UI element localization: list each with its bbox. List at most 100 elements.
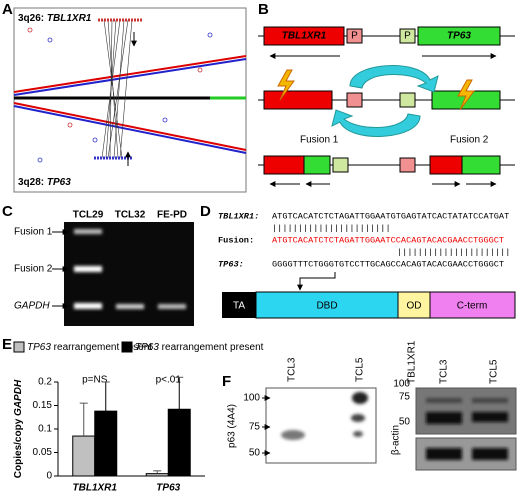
fusion-label: Fusion 1 xyxy=(300,135,339,146)
domain-label: DBD xyxy=(316,301,337,312)
row-label: GAPDH xyxy=(14,301,50,312)
gene-label: TP63 xyxy=(447,31,471,42)
panel-label: A xyxy=(2,1,13,18)
lane-label: TCL3 xyxy=(287,357,298,382)
locus-label: 3q28: TP63 xyxy=(18,177,71,188)
legend-swatch xyxy=(13,341,25,353)
x-tick-label: TP63 xyxy=(156,483,180,494)
seq-name: TP63: xyxy=(218,259,244,269)
y-tick-label: 0.05 xyxy=(33,447,53,458)
lane-label: FE-PD xyxy=(157,210,187,221)
y-tick-label: 0.15 xyxy=(33,400,53,411)
y-tick-label: 0 xyxy=(46,471,52,482)
fusion-label: Fusion 2 xyxy=(450,135,489,146)
sequence: ATGTCACATCTCTAGATTGGAATGTGAGTATCACTATATC… xyxy=(272,211,509,221)
domain xyxy=(255,291,399,319)
row-label: Fusion 2 xyxy=(14,264,53,275)
panel-label: E xyxy=(2,336,12,353)
panel-label: F xyxy=(222,373,231,390)
seq-name: Fusion: xyxy=(218,235,254,245)
gene-box xyxy=(417,26,501,46)
match-bars: |||||||||||||||||||||| xyxy=(397,247,510,257)
y-axis-label: Copies/copy GAPDH xyxy=(13,379,24,478)
antibody-label: p63 (4A4) xyxy=(227,404,238,448)
lane-label: TCL5 xyxy=(355,357,366,382)
dot-plot: 3q26: TBL1XR1 3q28: TP63 xyxy=(13,7,247,193)
bar xyxy=(72,435,96,477)
panel-label: C xyxy=(2,203,13,220)
marker: 50 xyxy=(249,448,261,459)
locus-label: 3q26: TBL1XR1 xyxy=(18,13,92,24)
legend-label: TP63 rearrangement present xyxy=(135,342,264,353)
legend-swatch xyxy=(121,341,133,353)
gene: TBL1XR1 xyxy=(47,13,92,24)
fusion-diagram: TBL1XR1 P P TP63 Fusion 1 Fusion 2 xyxy=(258,26,515,187)
antibody-label: TBL1XR1 xyxy=(407,340,418,384)
lane-label: TCL32 xyxy=(115,210,146,221)
annotation: p<.01 xyxy=(156,375,182,386)
gene-label: TBL1XR1 xyxy=(282,31,327,42)
band-red xyxy=(13,55,247,93)
domain xyxy=(429,291,516,319)
marker: 75 xyxy=(249,422,261,433)
sequence-panel: TBL1XR1: ATGTCACATCTCTAGATTGGAATGTGAGTAT… xyxy=(218,211,516,319)
seq-name: TBL1XR1: xyxy=(218,211,259,221)
lane-label: TCL3 xyxy=(439,359,450,384)
y-tick-label: 0.1 xyxy=(38,424,52,435)
legend-text: rearrangement absent xyxy=(51,342,152,353)
bar xyxy=(145,473,169,477)
promoter xyxy=(346,28,363,44)
domain-label: TA xyxy=(233,301,245,312)
gel: TCL29 TCL32 FE-PD Fusion 1 Fusion 2 GAPD… xyxy=(14,210,194,326)
promoter-label: P xyxy=(351,31,358,42)
sequence: ATGTCACATCTCTAGATTGGAATCCACAGTACACGAACCT… xyxy=(272,235,504,245)
match-bars: ||||||||||||||||||||||| xyxy=(272,223,391,233)
domain xyxy=(397,291,431,319)
antibody-label: β-actin xyxy=(391,425,402,455)
marker: 100 xyxy=(243,393,260,404)
lane-label: TCL5 xyxy=(489,359,500,384)
swap-arrow xyxy=(349,65,439,93)
promoter-label: P xyxy=(404,31,411,42)
break xyxy=(457,79,475,111)
western-blots: TCL3 TCL5 p63 (4A4) 100 75 50 TCL3 TCL5 … xyxy=(227,340,517,471)
band-red xyxy=(13,102,247,151)
lane-label: TCL29 xyxy=(73,210,104,221)
x-tick-label: TBL1XR1 xyxy=(73,483,118,494)
bands xyxy=(74,229,186,309)
legend-label: TP63 rearrangement absent xyxy=(27,342,152,353)
domain xyxy=(222,292,256,318)
gel-image xyxy=(64,222,194,326)
row-label: Fusion 1 xyxy=(14,227,53,238)
scatter-points xyxy=(37,32,213,163)
blot-bands xyxy=(281,392,368,440)
band-blue xyxy=(13,58,247,96)
blot-bands xyxy=(426,398,508,460)
legend-gene: TP63 xyxy=(135,342,159,353)
annotation: p=NS xyxy=(82,375,108,386)
marker: 50 xyxy=(399,417,411,428)
panel-label: D xyxy=(200,203,211,220)
marker: 75 xyxy=(399,392,411,403)
domain-label: OD xyxy=(407,301,422,312)
band-blue xyxy=(13,105,247,154)
blot xyxy=(415,387,517,435)
plot-frame xyxy=(13,7,247,193)
scatter-points xyxy=(27,27,203,128)
y-label-text: Copies/copy xyxy=(13,416,24,478)
break xyxy=(277,69,295,101)
junction-lines xyxy=(101,19,133,159)
panel-label: B xyxy=(258,1,269,18)
marker: 100 xyxy=(393,379,410,390)
domain-label: C-term xyxy=(457,301,488,312)
bar xyxy=(94,410,118,477)
sequence: GGGGTTTCTGGGTGTCCTTGCAGCCACAGTACACGAACCT… xyxy=(272,259,504,269)
bar xyxy=(167,408,191,477)
legend-text: rearrangement present xyxy=(159,342,264,353)
legend-gene: TP63 xyxy=(27,342,51,353)
gene: TP63 xyxy=(47,177,71,188)
gene-box xyxy=(263,26,345,46)
swap-arrow xyxy=(331,109,421,137)
